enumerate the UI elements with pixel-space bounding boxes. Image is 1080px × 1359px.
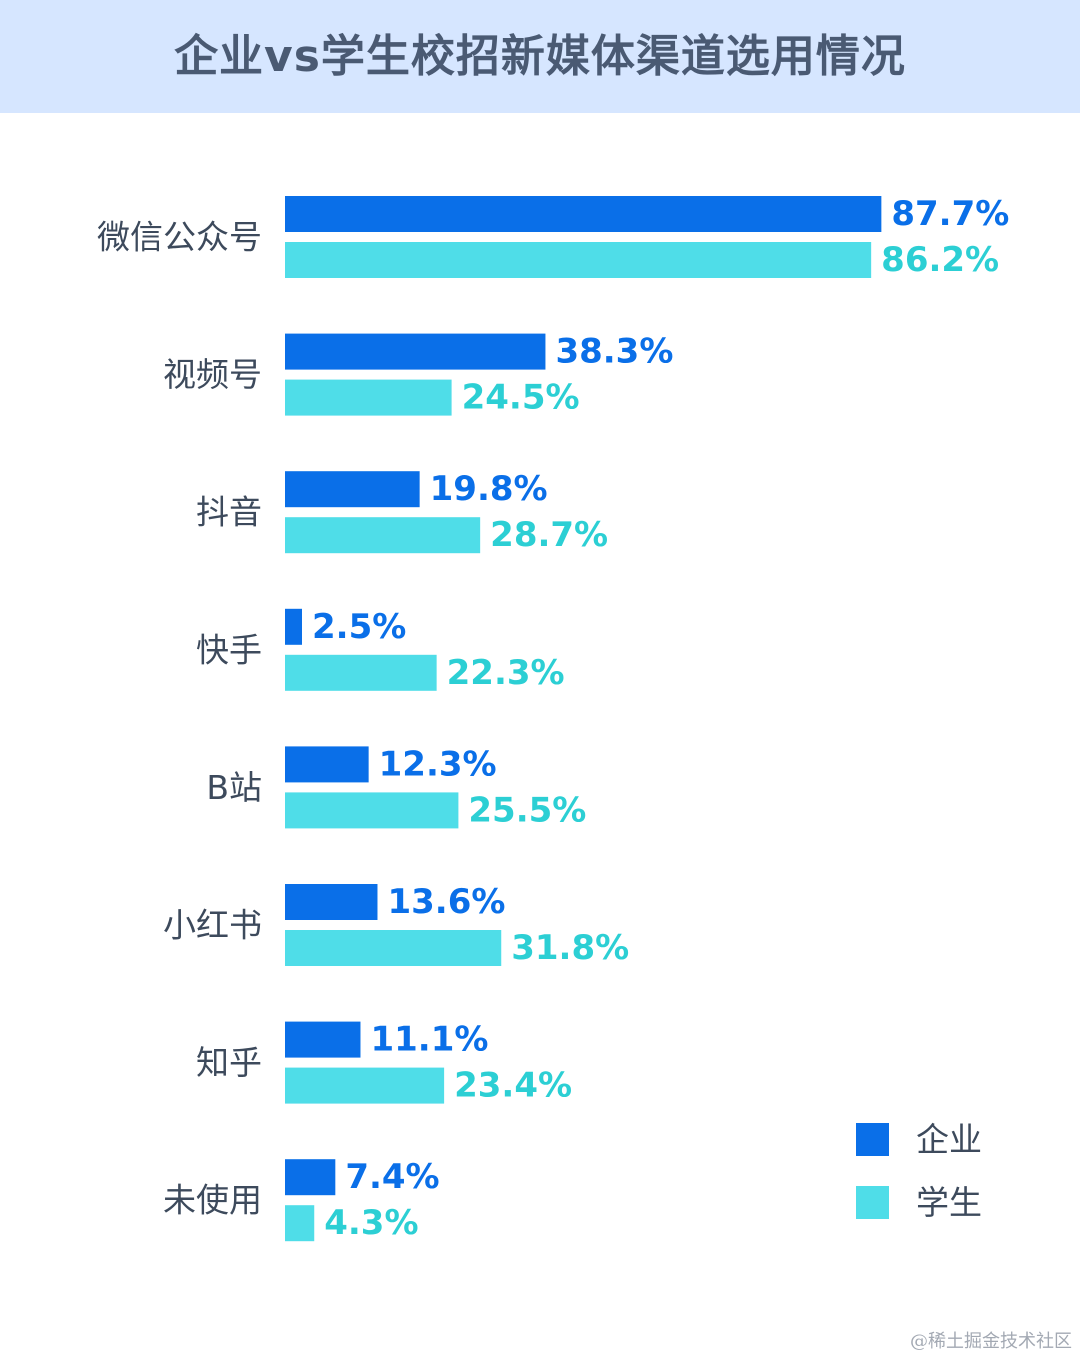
student-value-label: 86.2% [881, 240, 999, 280]
enterprise-value-label: 7.4% [345, 1157, 439, 1197]
student-value-label: 25.5% [468, 790, 586, 830]
student-value-label: 31.8% [511, 928, 629, 968]
enterprise-bar [285, 884, 378, 920]
category-label: 微信公众号 [97, 218, 262, 257]
student-bar [285, 1205, 315, 1242]
student-value-label: 28.7% [490, 515, 608, 555]
source-watermark: @稀土掘金技术社区 [910, 1331, 1072, 1352]
enterprise-value-label: 87.7% [891, 194, 1009, 234]
title-banner [0, 0, 1080, 113]
student-bar [285, 379, 452, 416]
enterprise-value-label: 19.8% [430, 469, 548, 509]
student-value-label: 22.3% [447, 653, 565, 693]
enterprise-bar [285, 1159, 336, 1196]
student-bar [285, 1067, 445, 1104]
enterprise-value-label: 13.6% [387, 882, 505, 922]
bar-chart: 微信公众号 87.7% 86.2% 视频号 38.3% 24.5% 抖音 19.8% 28.7%… [97, 194, 1009, 1243]
category-label: 知乎 [196, 1043, 262, 1082]
category-label: 未使用 [163, 1181, 262, 1220]
category-label: 抖音 [196, 493, 262, 532]
student-value-label: 24.5% [462, 378, 580, 418]
student-bar [285, 517, 481, 554]
enterprise-bar [285, 333, 546, 370]
chart-title: 企业vs学生校招新媒体渠道选用情况 [174, 31, 906, 82]
legend-label: 企业 [916, 1120, 982, 1159]
enterprise-bar [285, 1021, 361, 1058]
student-bar [285, 242, 872, 278]
legend-swatch [856, 1186, 889, 1219]
category-label: 视频号 [163, 355, 262, 394]
legend-swatch [856, 1123, 889, 1156]
enterprise-bar [285, 746, 369, 783]
enterprise-value-label: 12.3% [379, 744, 497, 784]
enterprise-value-label: 11.1% [370, 1020, 488, 1060]
category-label: 快手 [196, 630, 262, 669]
student-bar [285, 792, 459, 829]
category-label: B站 [206, 768, 262, 807]
student-value-label: 4.3% [324, 1203, 418, 1243]
student-bar [285, 930, 502, 966]
category-label: 小红书 [163, 906, 262, 945]
enterprise-value-label: 38.3% [555, 332, 673, 372]
enterprise-bar [285, 196, 882, 232]
student-value-label: 23.4% [454, 1066, 572, 1106]
legend-label: 学生 [916, 1183, 982, 1222]
enterprise-value-label: 2.5% [312, 607, 406, 647]
enterprise-bar [285, 608, 302, 645]
enterprise-bar [285, 471, 420, 508]
student-bar [285, 654, 437, 691]
